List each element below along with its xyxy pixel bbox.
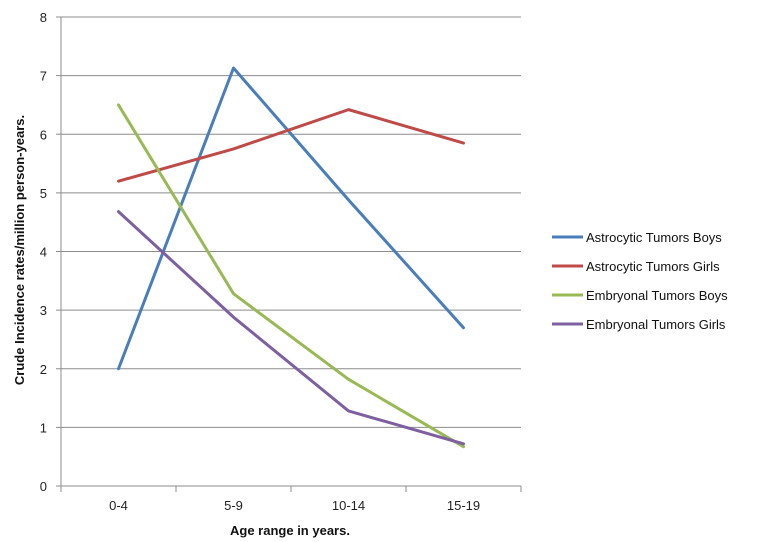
y-tick-label: 1 bbox=[40, 420, 47, 435]
series-line-2 bbox=[117, 108, 465, 183]
legend-label: Embryonal Tumors Girls bbox=[586, 317, 726, 332]
y-tick-label: 4 bbox=[40, 245, 47, 260]
y-axis-title: Crude Incidence rates/million person-yea… bbox=[12, 115, 27, 385]
tick-labels: 0 1 2 3 4 5 6 7 8 0-4 5-9 10-14 15-19 bbox=[40, 10, 480, 513]
x-tick-label: 10-14 bbox=[332, 498, 365, 513]
x-tick-label: 5-9 bbox=[224, 498, 243, 513]
y-tick-label: 0 bbox=[40, 479, 47, 494]
series-lines bbox=[117, 66, 465, 449]
x-tick-label: 15-19 bbox=[447, 498, 480, 513]
series-line-1 bbox=[117, 66, 465, 371]
legend-label: Embryonal Tumors Boys bbox=[586, 288, 728, 303]
x-tick-label: 0-4 bbox=[109, 498, 128, 513]
y-tick-label: 7 bbox=[40, 69, 47, 84]
x-axis-title: Age range in years. bbox=[230, 523, 350, 538]
y-tick-label: 2 bbox=[40, 362, 47, 377]
y-tick-label: 6 bbox=[40, 127, 47, 142]
y-tick-label: 3 bbox=[40, 303, 47, 318]
legend-label: Astrocytic Tumors Girls bbox=[586, 259, 720, 274]
y-tick-label: 5 bbox=[40, 186, 47, 201]
legend: Astrocytic Tumors Boys Astrocytic Tumors … bbox=[552, 230, 728, 332]
legend-label: Astrocytic Tumors Boys bbox=[586, 230, 722, 245]
series-line-3 bbox=[117, 103, 465, 449]
series-line-4 bbox=[117, 210, 465, 446]
y-tick-label: 8 bbox=[40, 10, 47, 25]
axes bbox=[56, 16, 522, 492]
